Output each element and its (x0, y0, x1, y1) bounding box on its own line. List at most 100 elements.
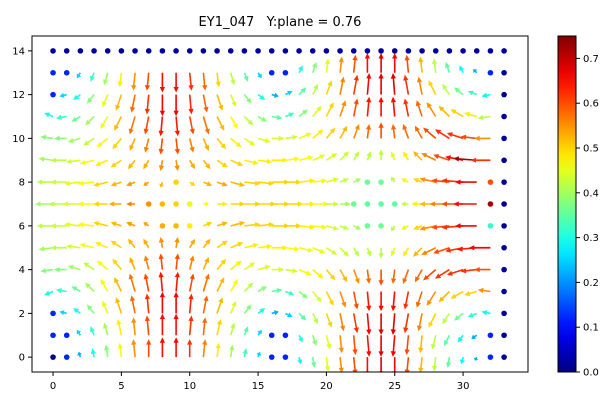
quiver-arrow (64, 222, 81, 228)
quiver-dot (282, 69, 289, 76)
quiver-arrow (298, 87, 307, 96)
quiver-dot (501, 157, 507, 164)
quiver-arrow (230, 221, 246, 227)
quiver-arrow (401, 201, 409, 207)
quiver-arrow (35, 201, 53, 207)
quiver-arrow (188, 72, 194, 91)
quiver-arrow (93, 221, 108, 227)
quiver-arrow (481, 310, 491, 316)
quiver-dot (487, 332, 494, 339)
quiver-dot (268, 69, 275, 76)
quiver-dot (501, 113, 507, 120)
quiver-arrow (442, 83, 451, 96)
quiver-arrow (312, 313, 319, 325)
quiver-arrow (353, 225, 361, 230)
quiver-arrow (326, 201, 339, 207)
quiver-arrow (312, 224, 328, 230)
quiver-arrow (173, 291, 179, 314)
quiver-arrow (312, 83, 319, 95)
quiver-arrow (312, 105, 322, 117)
quiver-arrow (230, 159, 244, 166)
quiver-arrow (403, 247, 410, 257)
quiver-arrow (467, 312, 477, 318)
quiver-arrow (96, 137, 109, 148)
quiver-arrow (353, 98, 359, 117)
quiver-arrow (392, 357, 398, 372)
quiver-dot (241, 48, 248, 54)
quiver-arrow (470, 157, 491, 163)
quiver-arrow (401, 225, 409, 230)
quiver-arrow (352, 335, 358, 356)
quiver-dot (186, 48, 193, 54)
quiver-arrow (338, 357, 344, 372)
quiver-arrow (442, 312, 451, 325)
quiver-arrow (256, 351, 262, 358)
quiver-arrow (378, 357, 384, 372)
quiver-dot (50, 354, 56, 360)
quiver-arrow (353, 313, 359, 334)
quiver-arrow (446, 132, 464, 140)
quiver-dot (501, 223, 507, 229)
quiver-arrow (325, 335, 332, 350)
quiver-arrow (202, 317, 208, 336)
quiver-arrow (378, 73, 384, 95)
quiver-arrow (285, 268, 298, 274)
quiver-arrow (391, 225, 396, 232)
quiver-arrow (110, 159, 122, 168)
quiver-dot (282, 332, 289, 339)
quiver-arrow (338, 335, 344, 354)
quiver-arrow (271, 288, 283, 294)
y-tick-label: 8 (19, 178, 25, 189)
quiver-arrow (216, 258, 227, 271)
quiver-arrow (216, 319, 222, 336)
quiver-arrow (188, 255, 195, 270)
quiver-arrow (143, 222, 150, 227)
quiver-arrow (90, 72, 95, 82)
quiver-arrow (73, 94, 81, 100)
quiver-arrow (188, 94, 194, 115)
quiver-arrow (83, 262, 95, 271)
quiver-arrow (230, 116, 238, 130)
quiver-arrow (450, 290, 464, 299)
quiver-arrow (419, 225, 436, 231)
quiver-dot (268, 48, 275, 54)
quiver-arrow (298, 290, 309, 299)
quiver-arrow (55, 288, 67, 294)
quiver-arrow (339, 247, 350, 257)
quiver-arrow (127, 159, 136, 170)
quiver-arrow (366, 291, 372, 312)
quiver-arrow (312, 201, 329, 207)
quiver-arrow (444, 334, 451, 347)
quiver-arrow (143, 273, 150, 292)
quiver-arrow (216, 116, 225, 131)
y-tick-label: 10 (12, 134, 25, 145)
y-tick-label: 4 (19, 265, 25, 276)
quiver-arrow (421, 153, 437, 161)
quiver-arrow (365, 269, 372, 284)
quiver-arrow (390, 96, 396, 117)
quiver-arrow (271, 92, 279, 98)
quiver-arrow (366, 247, 372, 257)
quiver-arrow (174, 271, 180, 292)
quiver-arrow (230, 300, 237, 314)
quiver-dot (501, 288, 507, 295)
quiver-dot (364, 48, 371, 54)
quiver-dot (487, 201, 494, 207)
quiver-arrow (339, 291, 347, 308)
quiver-dot (296, 48, 302, 54)
quiver-arrow (159, 291, 165, 314)
quiver-arrow (50, 157, 67, 163)
quiver-dot (159, 201, 166, 207)
quiver-dot (501, 244, 507, 251)
quiver-arrow (411, 201, 423, 207)
quiver-arrow (257, 308, 266, 314)
quiver-arrow (258, 244, 273, 250)
quiver-arrow (312, 335, 318, 347)
quiver-arrow (110, 181, 122, 187)
quiver-arrow (298, 65, 303, 74)
quiver-arrow (143, 238, 150, 249)
quiver-arrow (339, 178, 350, 183)
quiver-dot (159, 48, 166, 54)
quiver-arrow (143, 255, 150, 270)
quiver-arrow (126, 201, 136, 207)
